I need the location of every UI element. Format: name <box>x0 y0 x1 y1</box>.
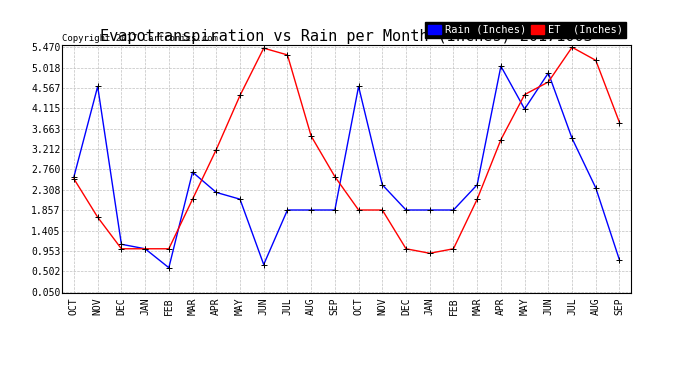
Text: Copyright 2017 Cartronics.com: Copyright 2017 Cartronics.com <box>62 33 218 42</box>
Legend: Rain (Inches), ET  (Inches): Rain (Inches), ET (Inches) <box>425 22 626 38</box>
Title: Evapotranspiration vs Rain per Month (Inches) 20171003: Evapotranspiration vs Rain per Month (In… <box>100 29 593 44</box>
